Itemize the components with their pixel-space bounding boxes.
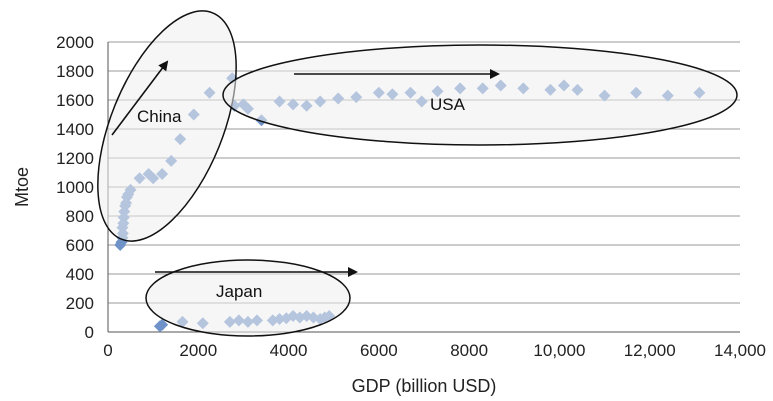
y-axis-title: Mtoe [12, 167, 32, 207]
y-tick-label: 400 [66, 265, 94, 284]
x-axis-title: GDP (billion USD) [352, 376, 497, 396]
y-tick-label: 0 [85, 323, 94, 342]
x-tick-label: 14,000 [714, 341, 766, 360]
x-tick-label: 6000 [360, 341, 398, 360]
y-tick-label: 1400 [56, 120, 94, 139]
x-tick-label: 0 [103, 341, 112, 360]
y-tick-label: 600 [66, 236, 94, 255]
data-point-japan [156, 318, 169, 331]
y-tick-label: 200 [66, 294, 94, 313]
usa-ellipse [222, 44, 738, 146]
usa-label: USA [430, 95, 466, 114]
china-ellipse [97, 10, 237, 242]
x-tick-labels: 0 2000 4000 6000 8000 10,000 12,000 14,000 [103, 341, 766, 360]
x-tick-label: 12,000 [624, 341, 676, 360]
y-tick-label: 2000 [56, 33, 94, 52]
china-label: China [137, 107, 182, 126]
y-tick-label: 800 [66, 207, 94, 226]
x-tick-label: 4000 [270, 341, 308, 360]
y-tick-label: 1800 [56, 62, 94, 81]
china-arrow [111, 60, 169, 136]
x-tick-label: 2000 [179, 341, 217, 360]
y-tick-label: 1600 [56, 91, 94, 110]
x-tick-label: 8000 [450, 341, 488, 360]
y-tick-label: 1200 [56, 149, 94, 168]
japan-ellipse [145, 259, 351, 337]
y-tick-label: 1000 [56, 178, 94, 197]
y-tick-labels: 0 200 400 600 800 1000 1200 1400 1600 1800 2000 [56, 33, 94, 342]
japan-label: Japan [216, 282, 262, 301]
x-tick-label: 10,000 [533, 341, 585, 360]
